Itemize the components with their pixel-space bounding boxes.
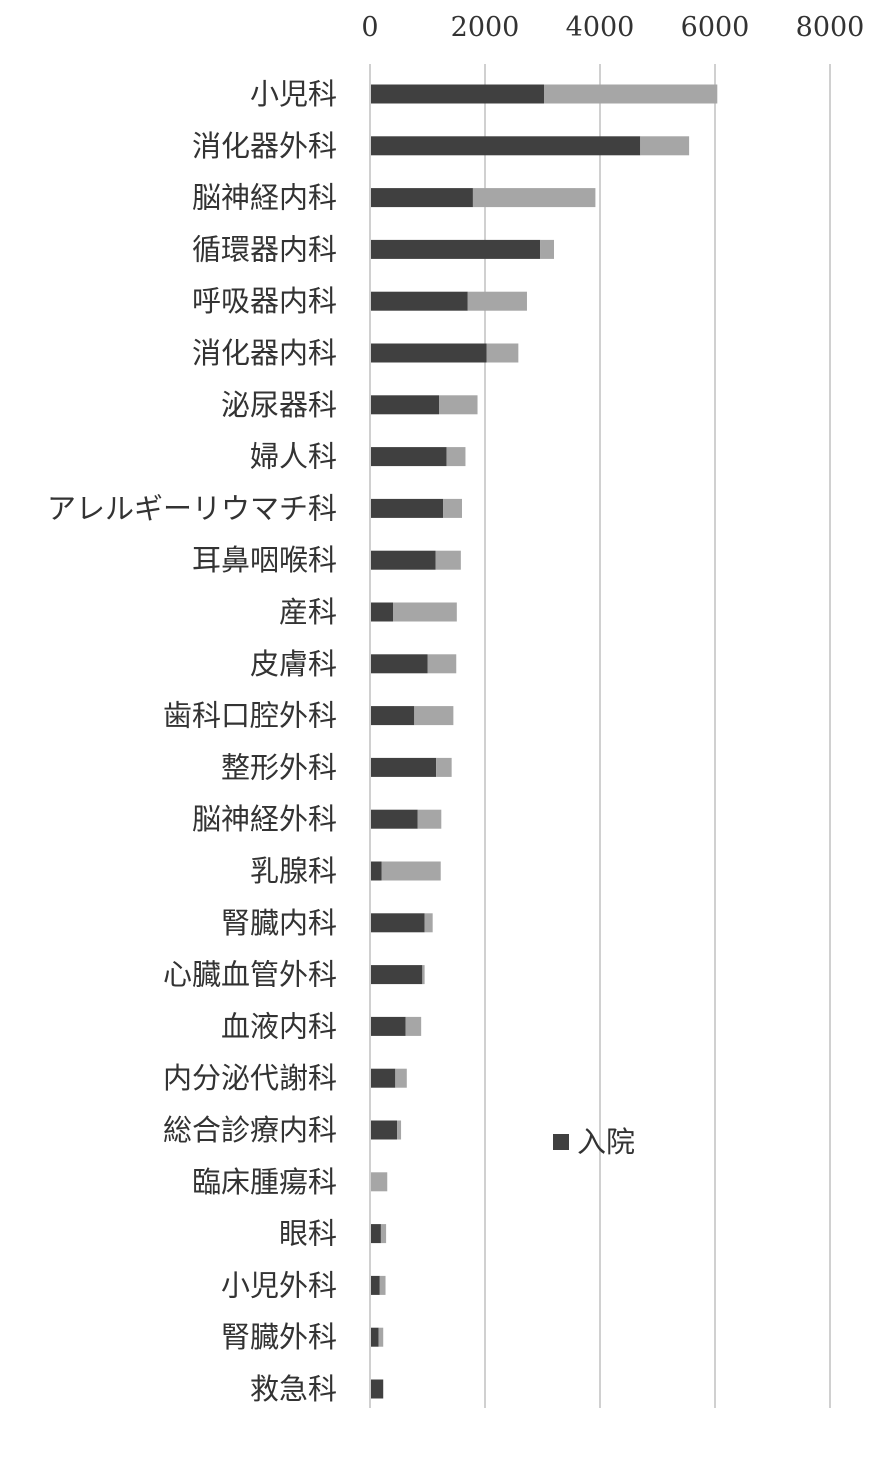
bar-segment-inpatient (370, 550, 436, 570)
bar-segment-inpatient (370, 706, 415, 726)
y-tick-label: アレルギーリウマチ科 (47, 491, 337, 525)
bar-segment-secondary (540, 239, 554, 259)
bar-segment-secondary (443, 498, 462, 518)
bar-segment-secondary (446, 447, 466, 467)
y-tick-label: 内分泌代謝科 (163, 1061, 337, 1095)
bar-segment-inpatient (370, 602, 393, 622)
bar-segment-inpatient (370, 1327, 379, 1347)
bar-segment-secondary (370, 1172, 388, 1192)
bar-segment-secondary (405, 1016, 422, 1036)
bar-segment-inpatient (370, 395, 439, 415)
bar-segment-secondary (422, 965, 425, 985)
y-tick-label: 脳神経内科 (192, 181, 337, 215)
bar-segment-secondary (417, 809, 442, 829)
bar-segment-secondary (439, 395, 478, 415)
x-axis-ticks: 0 2000 4000 6000 8000 (361, 12, 864, 43)
bars (370, 84, 718, 1399)
y-tick-label: 産科 (279, 595, 337, 629)
bar-segment-inpatient (370, 239, 541, 259)
bar-segment-inpatient (370, 1224, 381, 1244)
y-tick-label: 腎臓外科 (221, 1320, 337, 1354)
y-tick-label: 血液内科 (221, 1009, 337, 1043)
bar-segment-secondary (427, 654, 457, 674)
bar-segment-inpatient (370, 343, 487, 363)
bar-segment-secondary (486, 343, 519, 363)
y-tick-label: 小児外科 (221, 1268, 337, 1302)
y-tick-label: 臨床腫瘍科 (192, 1165, 337, 1199)
bar-segment-secondary (544, 84, 718, 104)
bar-segment-inpatient (370, 757, 437, 777)
y-tick-label: 脳神経外科 (192, 802, 337, 836)
bar-segment-inpatient (370, 188, 473, 208)
bar-segment-inpatient (370, 1016, 406, 1036)
y-tick-label: 泌尿器科 (221, 388, 337, 422)
bar-segment-secondary (435, 550, 461, 570)
gridlines (484, 64, 831, 1408)
y-tick-label: 眼科 (279, 1217, 337, 1251)
y-tick-label: 皮膚科 (250, 647, 337, 681)
bar-segment-inpatient (370, 1275, 380, 1295)
bar-segment-inpatient (370, 654, 428, 674)
y-tick-label: 消化器外科 (192, 129, 337, 163)
bar-segment-secondary (436, 757, 452, 777)
bar-segment-secondary (472, 188, 596, 208)
bar-segment-inpatient (370, 447, 447, 467)
bar-segment-inpatient (370, 913, 425, 933)
bar-segment-inpatient (370, 1379, 384, 1399)
y-tick-label: 呼吸器内科 (192, 284, 337, 318)
bar-segment-secondary (424, 913, 433, 933)
y-tick-label: 婦人科 (250, 440, 337, 474)
bar-segment-inpatient (370, 1120, 398, 1140)
y-tick-label: 循環器内科 (192, 232, 337, 266)
bar-segment-inpatient (370, 1068, 396, 1088)
bar-segment-secondary (379, 1275, 386, 1295)
y-tick-label: 歯科口腔外科 (163, 699, 337, 733)
legend-swatch (553, 1134, 569, 1150)
bar-segment-inpatient (370, 498, 444, 518)
bar-segment-secondary (397, 1120, 402, 1140)
y-tick-label: 整形外科 (221, 750, 337, 784)
bar-segment-secondary (467, 291, 527, 311)
y-tick-label: 乳腺科 (250, 854, 337, 888)
bar-segment-inpatient (370, 84, 545, 104)
legend: 入院 (553, 1125, 635, 1159)
y-tick-label: 腎臓内科 (221, 906, 337, 940)
bar-segment-secondary (640, 136, 690, 156)
bar-segment-secondary (380, 1224, 387, 1244)
bar-segment-secondary (395, 1068, 407, 1088)
y-tick-label: 小児科 (250, 77, 337, 111)
y-tick-label: 救急科 (250, 1372, 337, 1406)
legend-label: 入院 (577, 1125, 635, 1159)
bar-segment-inpatient (370, 136, 641, 156)
bar-segment-secondary (414, 706, 454, 726)
bar-segment-secondary (381, 861, 441, 881)
bar-segment-secondary (393, 602, 457, 622)
bar-segment-inpatient (370, 809, 418, 829)
x-tick-label: 8000 (796, 12, 865, 43)
y-axis-category-labels: 小児科消化器外科脳神経内科循環器内科呼吸器内科消化器内科泌尿器科婦人科アレルギー… (47, 77, 337, 1406)
y-tick-label: 総合診療内科 (163, 1113, 337, 1147)
bar-segment-inpatient (370, 965, 423, 985)
bar-segment-inpatient (370, 861, 382, 881)
y-tick-label: 消化器内科 (192, 336, 337, 370)
bar-segment-secondary (378, 1327, 384, 1347)
x-tick-label: 2000 (451, 12, 520, 43)
x-tick-label: 0 (361, 12, 378, 43)
bar-segment-inpatient (370, 291, 468, 311)
y-tick-label: 耳鼻咽喉科 (192, 543, 337, 577)
y-tick-label: 心臓血管外科 (163, 958, 337, 992)
x-tick-label: 4000 (566, 12, 635, 43)
x-tick-label: 6000 (681, 12, 750, 43)
